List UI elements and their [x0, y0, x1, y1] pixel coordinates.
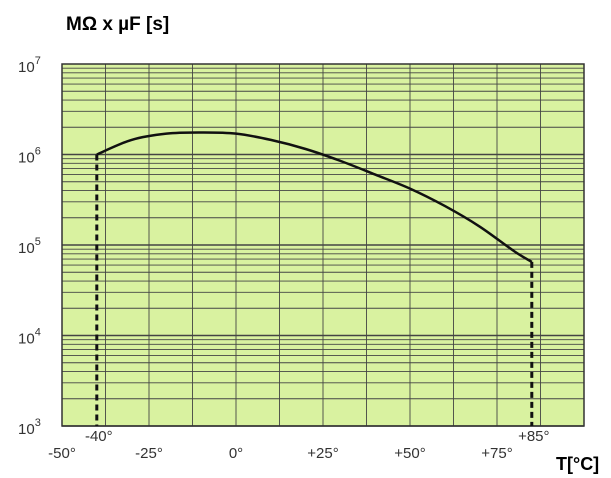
x-tick-label: -25° — [135, 445, 163, 462]
y-tick-exponent: 7 — [35, 55, 41, 67]
y-tick-labels: 103 104 105 106 107 — [18, 55, 41, 438]
plot-border — [61, 63, 585, 427]
x-tick-labels: -50° -25° 0° +25° +50° +75° -40° +85° — [48, 428, 549, 462]
x-tick-label: -50° — [48, 445, 76, 462]
y-tick-exponent: 3 — [35, 417, 41, 429]
x-tick-label: 0° — [229, 445, 243, 462]
x-axis-title: T[°C] — [556, 454, 599, 474]
y-tick-exponent: 6 — [35, 146, 41, 158]
x-tick-label: +25° — [307, 445, 338, 462]
x-extra-label: -40° — [85, 428, 113, 445]
y-tick-label: 107 — [18, 55, 41, 76]
y-tick-label: 104 — [18, 327, 41, 348]
y-tick-label: 106 — [18, 146, 41, 167]
x-extra-label: +85° — [518, 428, 549, 445]
drop-lines — [95, 154, 534, 426]
y-axis-title: MΩ x µF [s] — [66, 14, 169, 35]
y-tick-label: 105 — [18, 236, 41, 257]
x-tick-label: +50° — [394, 445, 425, 462]
y-tick-exponent: 4 — [35, 327, 41, 339]
series-curve — [96, 131, 533, 264]
y-tick-label: 103 — [18, 417, 41, 438]
x-tick-label: +75° — [481, 445, 512, 462]
y-tick-exponent: 5 — [35, 236, 41, 248]
